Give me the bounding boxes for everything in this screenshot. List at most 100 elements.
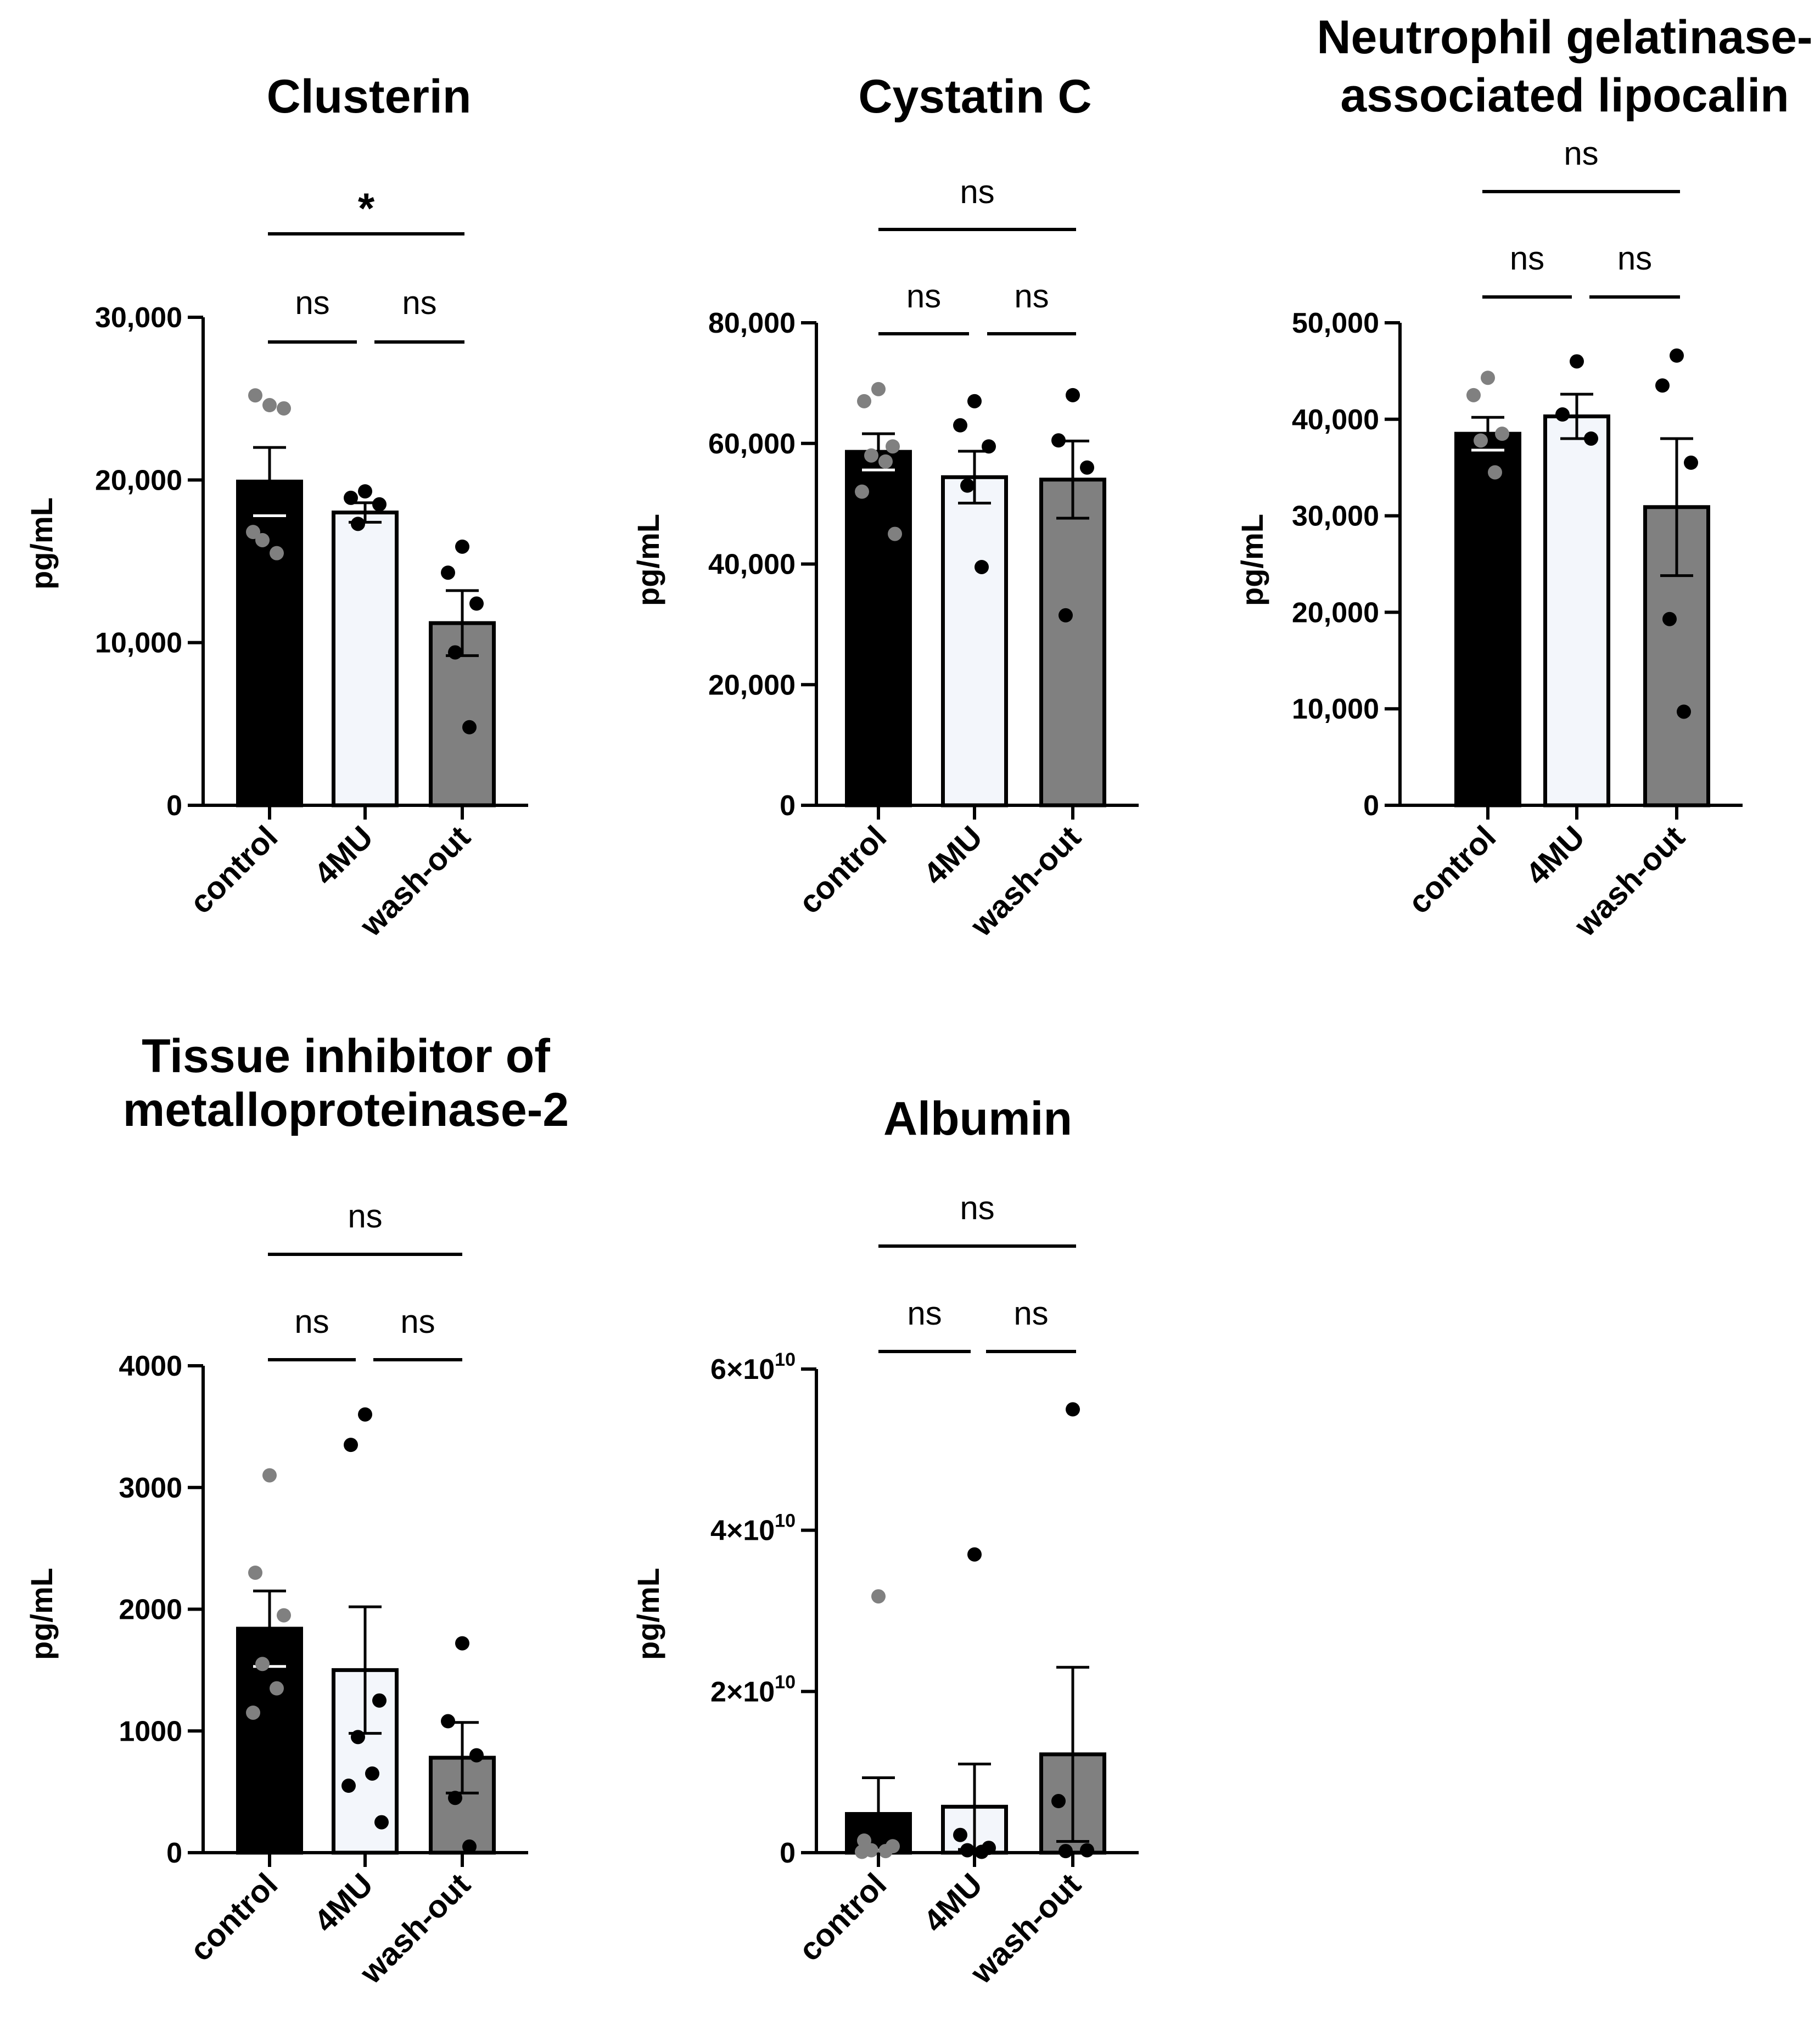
data-point	[1584, 431, 1598, 446]
data-point	[871, 1589, 886, 1604]
data-point	[1555, 407, 1570, 422]
data-point	[1051, 1794, 1066, 1809]
x-tick-label: wash-out	[1567, 819, 1692, 944]
data-point	[462, 720, 477, 734]
data-point	[864, 448, 878, 463]
data-point	[448, 1791, 462, 1805]
y-tick-label: 40,000	[1292, 404, 1379, 436]
significance-label: ns	[1617, 240, 1652, 277]
y-tick-label: 2×1010	[710, 1672, 796, 1708]
data-point	[953, 1827, 967, 1842]
data-point	[255, 1657, 270, 1672]
x-tick-label: control	[792, 819, 893, 921]
data-point	[441, 1714, 455, 1729]
data-point	[975, 1844, 989, 1859]
chart-title: Neutrophil gelatinase-	[1317, 11, 1812, 64]
chart-title: Clusterin	[267, 70, 472, 123]
data-point	[1066, 1402, 1080, 1417]
y-axis-label: pg/mL	[24, 497, 59, 590]
x-tick-label: control	[792, 1866, 893, 1968]
y-axis-label: pg/mL	[631, 1568, 665, 1660]
data-point	[953, 418, 967, 433]
data-point	[1080, 460, 1094, 475]
data-point	[441, 565, 455, 580]
significance-label: ns	[960, 173, 994, 210]
data-point	[855, 1844, 869, 1859]
data-point	[857, 394, 871, 408]
significance-label: ns	[1564, 135, 1598, 172]
chart-title: Tissue inhibitor of	[142, 1030, 550, 1083]
data-point	[255, 532, 270, 547]
y-tick-label: 40,000	[708, 549, 796, 581]
y-tick-label: 20,000	[1292, 597, 1379, 629]
data-point	[1066, 388, 1080, 402]
bar-control	[1454, 431, 1521, 807]
y-axis-label: pg/mL	[631, 514, 665, 606]
data-point	[878, 1844, 893, 1859]
y-tick-label: 60,000	[708, 428, 796, 460]
data-point	[351, 517, 365, 531]
chart-panel-5: Albumin 0 2×1010 4×1010 6×1010 pg/mL control 4M…	[631, 1092, 1139, 1991]
data-point	[351, 1730, 365, 1745]
data-point	[975, 559, 989, 574]
y-tick-label: 0	[780, 1837, 796, 1869]
y-tick-label: 80,000	[708, 307, 796, 339]
data-point	[277, 1608, 291, 1623]
y-tick-label: 0	[1363, 790, 1379, 822]
data-point	[358, 484, 372, 499]
data-point	[1488, 465, 1502, 480]
data-point	[871, 382, 886, 396]
data-point	[1059, 1844, 1073, 1859]
data-point	[1466, 388, 1481, 402]
y-tick-exponent: 10	[775, 1349, 796, 1370]
data-point	[358, 1407, 372, 1422]
significance-label: ns	[906, 278, 941, 315]
x-tick-label: 4MU	[917, 1866, 990, 1939]
y-tick-label: 3000	[119, 1472, 182, 1504]
significance-label: ns	[294, 1303, 329, 1340]
data-point	[1474, 433, 1488, 448]
data-point	[855, 484, 869, 499]
data-point	[262, 398, 277, 413]
data-point	[374, 1815, 389, 1830]
data-point	[248, 388, 262, 403]
x-tick-label: 4MU	[917, 819, 990, 892]
data-point	[469, 1748, 484, 1763]
significance-label: *	[358, 184, 375, 232]
data-point	[967, 1547, 982, 1562]
data-point	[365, 1766, 379, 1781]
data-point	[1570, 354, 1584, 369]
data-point	[1481, 371, 1495, 385]
data-point	[960, 1843, 975, 1858]
y-tick-label: 4000	[119, 1350, 182, 1382]
significance-label: ns	[907, 1295, 942, 1332]
data-point	[1080, 1843, 1094, 1858]
data-point	[1662, 612, 1677, 626]
data-point	[262, 1468, 277, 1483]
data-point	[372, 1693, 387, 1708]
y-tick-label: 0	[780, 790, 796, 822]
chart-title: Albumin	[883, 1092, 1072, 1145]
data-point	[886, 439, 900, 454]
y-tick-label: 10,000	[95, 627, 182, 659]
data-point	[448, 645, 462, 660]
data-point	[246, 525, 260, 540]
data-point	[341, 1779, 356, 1793]
data-point	[344, 490, 358, 505]
y-tick-label: 6×1010	[710, 1349, 796, 1386]
x-tick-label: control	[183, 1866, 284, 1968]
data-point	[372, 497, 387, 512]
significance-label: ns	[1510, 240, 1544, 277]
y-tick-exponent: 10	[775, 1672, 796, 1692]
chart-title: associated lipocalin	[1340, 69, 1789, 122]
data-point	[246, 1705, 260, 1720]
data-point	[982, 439, 996, 454]
y-tick-exponent: 10	[775, 1511, 796, 1532]
y-tick-label: 30,000	[1292, 501, 1379, 532]
x-tick-label: control	[183, 819, 284, 921]
significance-label: ns	[295, 284, 329, 321]
y-tick-label: 10,000	[1292, 693, 1379, 725]
chart-panel-2: Cystatin C 0 20,000 40,000 60,000 80,000 pg/mL…	[631, 70, 1139, 944]
